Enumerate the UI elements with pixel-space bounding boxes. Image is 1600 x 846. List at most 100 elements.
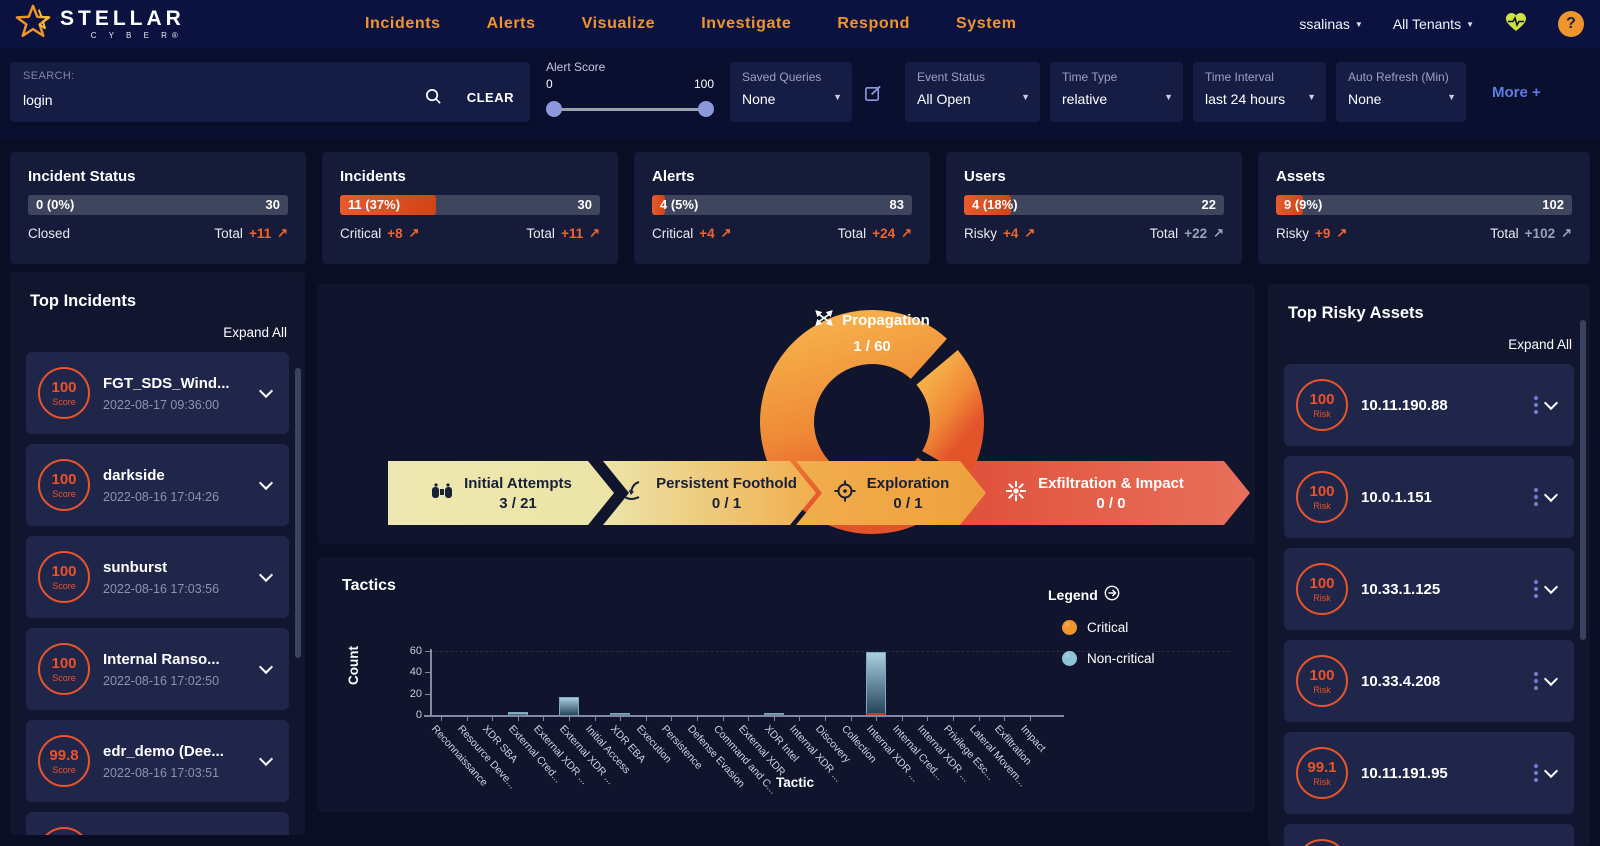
nav-item[interactable]: Incidents xyxy=(365,15,441,32)
chevron-down-icon[interactable] xyxy=(1543,671,1559,687)
dropdown-value: None xyxy=(742,91,776,107)
search-input[interactable] xyxy=(23,92,403,108)
stage-initial-attempts[interactable]: Initial Attempts 3 / 21 xyxy=(388,461,614,525)
risk-caption: Risk xyxy=(1313,408,1331,419)
nav-item[interactable]: System xyxy=(956,15,1017,32)
dropdown-label: Auto Refresh (Min) xyxy=(1348,70,1449,84)
risk-caption: Risk xyxy=(1313,500,1331,511)
system-health-icon[interactable] xyxy=(1504,10,1528,39)
expand-all-button[interactable]: Expand All xyxy=(1508,337,1572,352)
stat-card[interactable]: Users 4 (18%) 22 Risky +4 ↗ Total +22 ↗ xyxy=(946,152,1242,264)
stat-right-label: Total xyxy=(526,225,555,241)
stage-exploration[interactable]: Exploration 0 / 1 xyxy=(796,461,986,525)
score-value: 99.8 xyxy=(49,746,79,764)
stat-left-label: Risky xyxy=(1276,225,1309,241)
arrow-right-circle-icon xyxy=(1104,585,1120,604)
stat-card[interactable]: Incidents 11 (37%) 30 Critical +8 ↗ Tota… xyxy=(322,152,618,264)
chevron-down-icon[interactable] xyxy=(258,383,274,399)
kebab-menu-icon[interactable] xyxy=(1534,764,1538,782)
chevron-down-icon[interactable] xyxy=(1543,579,1559,595)
stat-progress-label: 4 (18%) xyxy=(972,197,1018,212)
asset-item[interactable]: 100 Risk 10.11.190.88 xyxy=(1284,364,1574,446)
asset-item[interactable]: 100 Risk 10.0.1.151 xyxy=(1284,456,1574,538)
brand-logo[interactable]: STELLAR C Y B E R® xyxy=(14,3,185,46)
scrollbar[interactable] xyxy=(1580,320,1586,640)
stat-card[interactable]: Incident Status 0 (0%) 30 Closed ↗ Total… xyxy=(10,152,306,264)
stage-persistent-foothold[interactable]: Persistent Foothold 0 / 1 xyxy=(603,461,816,525)
expand-all-button[interactable]: Expand All xyxy=(223,325,287,340)
legend-item[interactable]: Critical xyxy=(1062,620,1155,635)
nav-item[interactable]: Investigate xyxy=(701,15,792,32)
stat-progress-bar: 4 (18%) 22 xyxy=(964,195,1224,215)
auto-refresh-dropdown[interactable]: Auto Refresh (Min) None ▼ xyxy=(1336,62,1466,122)
stat-progress-label: 0 (0%) xyxy=(36,197,75,212)
stat-card-title: Alerts xyxy=(652,168,695,185)
stage-exfiltration-impact[interactable]: Exfiltration & Impact 0 / 0 xyxy=(938,461,1250,525)
incident-item[interactable]: 99.8 Score edr_demo (Dee... 2022-08-16 1… xyxy=(26,720,289,802)
y-tick-label: 60 xyxy=(409,645,422,657)
kebab-menu-icon[interactable] xyxy=(1534,580,1538,598)
edit-saved-query-button[interactable] xyxy=(864,84,883,106)
incident-item[interactable]: 100 Score darkside 2022-08-16 17:04:26 xyxy=(26,444,289,526)
tenant-menu[interactable]: All Tenants ▼ xyxy=(1393,16,1474,32)
slider-handle-max[interactable] xyxy=(698,101,714,117)
chevron-down-icon[interactable] xyxy=(1543,395,1559,411)
user-menu[interactable]: ssalinas ▼ xyxy=(1299,16,1363,32)
x-tick xyxy=(1029,716,1031,721)
legend-item[interactable]: Non-critical xyxy=(1062,651,1155,666)
asset-item[interactable]: 100 Risk 10.33.4.208 xyxy=(1284,640,1574,722)
time-type-dropdown[interactable]: Time Type relative ▼ xyxy=(1050,62,1183,122)
chevron-down-icon[interactable] xyxy=(258,659,274,675)
search-icon[interactable] xyxy=(425,88,442,110)
slider-handle-min[interactable] xyxy=(546,101,562,117)
event-status-dropdown[interactable]: Event Status All Open ▼ xyxy=(905,62,1040,122)
stat-card[interactable]: Alerts 4 (5%) 83 Critical +4 ↗ Total +24… xyxy=(634,152,930,264)
incident-item[interactable]: 100 Score sunburst 2022-08-16 17:03:56 xyxy=(26,536,289,618)
x-tick xyxy=(850,716,852,721)
propagation-label: Propagation xyxy=(842,312,930,329)
nav-item[interactable]: Visualize xyxy=(581,15,656,32)
clear-search-button[interactable]: CLEAR xyxy=(466,90,514,105)
alert-score-slider[interactable] xyxy=(546,101,714,117)
chevron-down-icon[interactable] xyxy=(258,475,274,491)
chevron-down-icon[interactable] xyxy=(1543,487,1559,503)
alert-score-filter: Alert Score 0 100 xyxy=(546,60,714,117)
filter-bar: SEARCH: CLEAR Alert Score 0 100 Saved Qu… xyxy=(0,48,1600,140)
chevron-down-icon[interactable] xyxy=(258,567,274,583)
incident-item[interactable]: 100 Score FGT_SDS_Wind... 2022-08-17 09:… xyxy=(26,352,289,434)
nav-item[interactable]: Alerts xyxy=(486,15,536,32)
kebab-menu-icon[interactable] xyxy=(1534,396,1538,414)
y-tick xyxy=(425,693,430,695)
stat-card[interactable]: Assets 9 (9%) 102 Risky +9 ↗ Total +102 … xyxy=(1258,152,1590,264)
saved-queries-dropdown[interactable]: Saved Queries None ▼ xyxy=(730,62,852,122)
dropdown-value: last 24 hours xyxy=(1205,91,1286,107)
x-axis-line xyxy=(424,715,1064,717)
asset-item[interactable]: 99.1 Risk 10.11.191.95 xyxy=(1284,732,1574,814)
stat-progress-fill xyxy=(964,195,1011,215)
x-tick xyxy=(953,716,954,721)
dropdown-value: All Open xyxy=(917,91,971,107)
risk-value: 100 xyxy=(1309,574,1335,592)
asset-item[interactable]: 98.2 Risk 10.0.1.99 xyxy=(1284,824,1574,846)
stat-progress-fill xyxy=(652,195,665,215)
time-interval-dropdown[interactable]: Time Interval last 24 hours ▼ xyxy=(1193,62,1326,122)
more-filters-button[interactable]: More + xyxy=(1492,84,1541,101)
incident-item[interactable]: 100 Score Internal Ranso... 2022-08-16 1… xyxy=(26,628,289,710)
x-tick xyxy=(569,716,570,721)
kebab-menu-icon[interactable] xyxy=(1534,488,1538,506)
asset-item[interactable]: 100 Risk 10.33.1.125 xyxy=(1284,548,1574,630)
risk-badge: 100 Risk xyxy=(1296,471,1348,523)
help-icon[interactable]: ? xyxy=(1558,11,1584,37)
kebab-menu-icon[interactable] xyxy=(1534,672,1538,690)
y-tick-label: 40 xyxy=(409,666,422,679)
scrollbar[interactable] xyxy=(295,368,301,658)
chevron-down-icon[interactable] xyxy=(1543,763,1559,779)
nav-item[interactable]: Respond xyxy=(837,15,911,32)
risk-caption: Risk xyxy=(1313,776,1331,787)
trend-up-icon: ↗ xyxy=(1024,225,1036,240)
incident-item-partial[interactable] xyxy=(26,812,289,835)
stat-right-delta: +24 xyxy=(872,225,896,241)
legend-toggle[interactable]: Legend xyxy=(1048,585,1155,604)
edit-icon xyxy=(864,85,883,106)
chevron-down-icon[interactable] xyxy=(258,751,274,767)
